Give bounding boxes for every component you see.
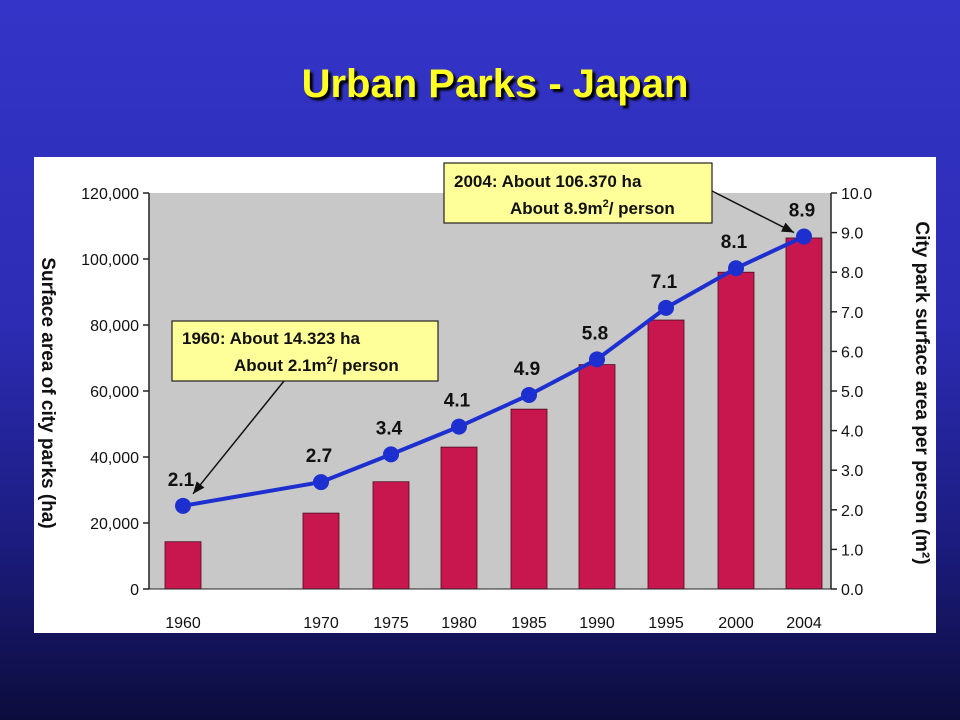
callout-arrowhead <box>193 481 205 494</box>
y-axis-title: Surface area of city parks (ha) <box>37 257 58 528</box>
callout-box <box>171 320 439 382</box>
callout-line2: About 8.9m2/ person <box>510 198 675 218</box>
callout-arrowhead <box>781 222 794 233</box>
bar <box>510 408 548 590</box>
bar <box>785 237 823 590</box>
line-data-label: 4.9 <box>514 359 540 380</box>
line-data-label: 8.1 <box>721 232 748 253</box>
left-tick-label: 40,000 <box>90 450 139 467</box>
line-data-label: 5.8 <box>582 323 608 344</box>
right-tick-label: 0.0 <box>841 582 863 599</box>
callout-line2-text: About 8.9m <box>510 199 603 218</box>
right-tick-label: 1.0 <box>841 542 863 559</box>
bar <box>372 481 410 590</box>
callout-1960: 1960: About 14.323 ha About 2.1m2/ person <box>171 320 439 495</box>
x-tick-label: 1975 <box>373 615 409 632</box>
callout-superscript: 2 <box>603 198 609 210</box>
line-point <box>589 351 605 368</box>
left-tick-label: 120,000 <box>81 186 139 203</box>
line-point <box>521 386 537 403</box>
right-tick-label: 3.0 <box>841 463 863 480</box>
bar <box>440 446 478 590</box>
x-axis: 1960 1970 1975 1980 1985 1990 1995 2000 2004 <box>149 588 831 632</box>
callout-line1: 2004: About 106.370 ha <box>454 172 642 191</box>
callout-line2-suffix: / person <box>333 356 399 375</box>
callout-line2-suffix: / person <box>609 199 675 218</box>
chart-panel: 0 20,000 40,000 60,000 80,000 100,000 120,000 … <box>34 157 936 633</box>
line-point <box>383 446 399 463</box>
bar-series <box>164 237 823 590</box>
x-tick-label: 1985 <box>511 615 547 632</box>
y2-axis-title: City park surface area per person (m²) <box>911 221 932 564</box>
right-axis: 0.0 1.0 2.0 3.0 4.0 5.0 6.0 7.0 8.0 9.0 10.0 <box>830 186 872 599</box>
callout-line1: 1960: About 14.323 ha <box>182 329 360 348</box>
right-tick-label: 4.0 <box>841 424 863 441</box>
callout-superscript: 2 <box>327 355 333 367</box>
bar <box>647 319 685 590</box>
callout-line2: About 2.1m2/ person <box>234 355 399 375</box>
callout-line2-text: About 2.1m <box>234 356 327 375</box>
line-data-label: 7.1 <box>651 272 678 293</box>
right-tick-label: 7.0 <box>841 305 863 322</box>
plot-area <box>149 193 831 589</box>
bar <box>302 512 340 590</box>
bar <box>717 271 755 590</box>
callout-box <box>443 162 713 224</box>
left-tick-label: 0 <box>130 582 139 599</box>
line-data-label: 4.1 <box>444 391 471 412</box>
x-tick-label: 1995 <box>648 615 684 632</box>
line-point <box>658 299 674 316</box>
line-series: 2.1 2.7 3.4 4.1 4.9 5.8 7.1 8.1 8.9 <box>168 201 815 514</box>
line-point <box>796 228 812 245</box>
x-tick-label: 1980 <box>441 615 477 632</box>
left-tick-label: 20,000 <box>90 516 139 533</box>
right-tick-label: 8.0 <box>841 265 863 282</box>
line-data-label: 2.1 <box>168 470 195 491</box>
combo-chart: 020,00040,00060,00080,000100,000120,000 … <box>37 162 932 632</box>
x-tick-label: 1990 <box>579 615 615 632</box>
callout-arrow <box>192 380 285 495</box>
right-tick-label: 10.0 <box>841 186 872 203</box>
right-tick-label: 9.0 <box>841 226 863 243</box>
left-tick-label: 80,000 <box>90 318 139 335</box>
line-data-label: 3.4 <box>376 418 403 439</box>
right-tick-label: 5.0 <box>841 384 863 401</box>
line-point <box>175 497 191 514</box>
left-tick-label: 100,000 <box>81 252 139 269</box>
right-tick-label: 6.0 <box>841 344 863 361</box>
line-point <box>728 260 744 277</box>
callout-2004: 2004: About 106.370 ha About 8.9m2/ perso… <box>443 162 795 234</box>
line-point <box>313 474 329 491</box>
x-tick-label: 2000 <box>718 615 754 632</box>
x-tick-label: 1970 <box>303 615 339 632</box>
bar <box>578 364 616 590</box>
slide-title: Urban Parks - Japan <box>301 62 689 106</box>
x-tick-label: 1960 <box>165 615 201 632</box>
callout-arrow <box>711 190 795 234</box>
left-axis: 0 20,000 40,000 60,000 80,000 100,000 120,000 <box>81 186 150 599</box>
line-point <box>451 418 467 435</box>
line-data-label: 8.9 <box>789 201 815 222</box>
x-tick-label: 2004 <box>786 615 822 632</box>
right-tick-label: 2.0 <box>841 503 863 520</box>
line-data-label: 2.7 <box>306 446 332 467</box>
left-tick-label: 60,000 <box>90 384 139 401</box>
bar <box>164 541 202 590</box>
